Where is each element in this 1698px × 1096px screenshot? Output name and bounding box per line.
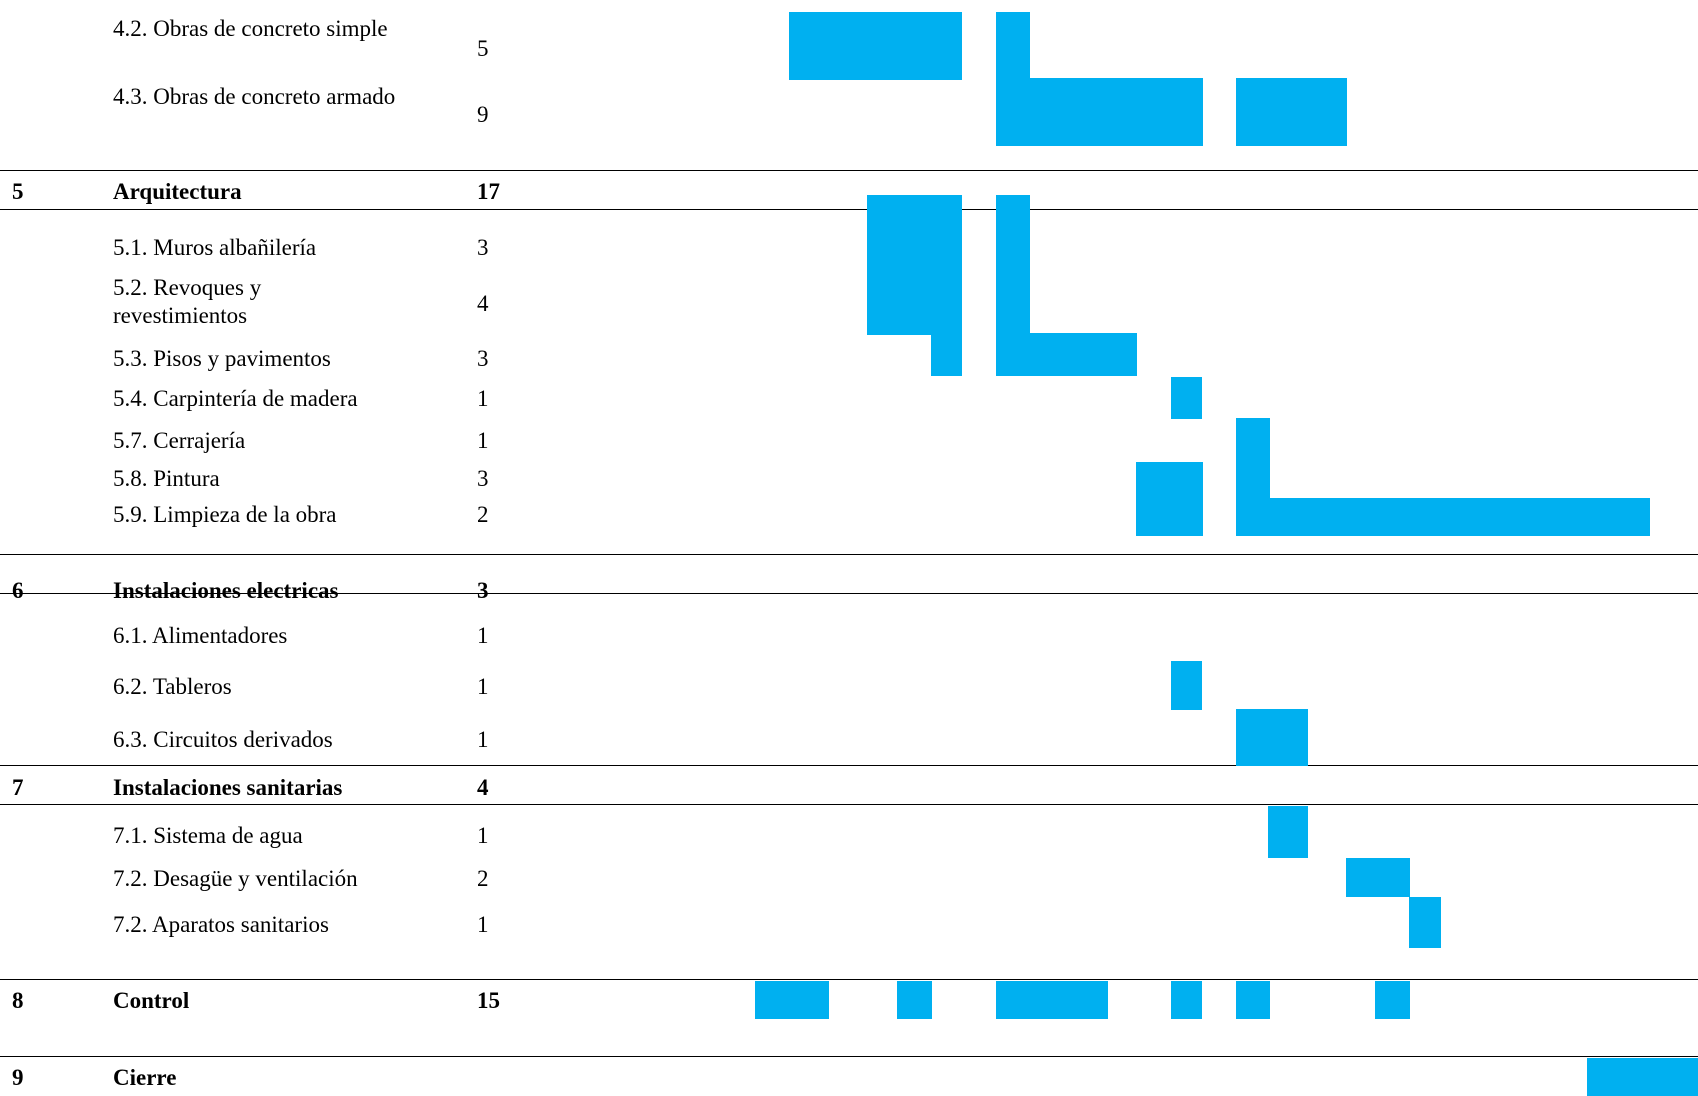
task-name: 4.2. Obras de concreto simple [113, 16, 388, 41]
task-name: 5.3. Pisos y pavimentos [113, 346, 331, 371]
rule-group-5-bottom [0, 209, 1698, 210]
group-number: 8 [12, 988, 24, 1013]
task-duration: 1 [477, 386, 489, 411]
task-duration: 5 [477, 36, 489, 61]
group-number: 5 [12, 179, 24, 204]
group-name: Instalaciones electricas [113, 578, 339, 603]
task-duration: 1 [477, 674, 489, 699]
rule-group-7-bottom [0, 804, 1698, 805]
task-name: 6.1. Alimentadores [113, 623, 288, 648]
gantt-bar-5-3 [996, 333, 1137, 376]
group-number: 7 [12, 775, 24, 800]
group-duration: 3 [477, 578, 489, 603]
task-name: 6.3. Circuitos derivados [113, 727, 333, 752]
gantt-bar-control [755, 981, 829, 1019]
task-duration: 1 [477, 823, 489, 848]
rule-group-6-bottom [0, 593, 1698, 594]
rule-group-5-top [0, 170, 1698, 171]
task-name: 7.2. Aparatos sanitarios [113, 912, 329, 937]
gantt-bar-4-3 [1236, 78, 1347, 146]
gantt-bar-4-2 [789, 12, 962, 80]
gantt-bar-6-3 [1236, 709, 1308, 766]
task-duration: 1 [477, 912, 489, 937]
task-name: 5.1. Muros albañilería [113, 235, 317, 260]
group-duration: 17 [477, 179, 500, 204]
task-name: 5.8. Pintura [113, 466, 220, 491]
gantt-bar-control [897, 981, 932, 1019]
gantt-bar-7-1 [1268, 806, 1308, 858]
task-duration: 4 [477, 291, 489, 316]
task-duration: 3 [477, 235, 489, 260]
gantt-bar-6-2 [1171, 661, 1202, 710]
gantt-bar-7-2 [1346, 858, 1410, 897]
gantt-bar-cierre [1587, 1058, 1698, 1096]
group-duration: 15 [477, 988, 500, 1013]
task-name: 4.3. Obras de concreto armado [113, 84, 396, 109]
task-duration: 2 [477, 866, 489, 891]
task-duration: 3 [477, 466, 489, 491]
gantt-bar-control [1375, 981, 1410, 1019]
task-name: 5.7. Cerrajería [113, 428, 246, 453]
group-name: Cierre [113, 1065, 177, 1090]
task-duration: 9 [477, 102, 489, 127]
gantt-bar-4-2 [996, 12, 1030, 80]
rule-group-8-top [0, 979, 1698, 980]
gantt-bar-7-2-aparatos [1409, 897, 1441, 948]
gantt-bar-5-4 [1171, 377, 1202, 419]
task-name: 5.9. Limpieza de la obra [113, 502, 337, 527]
group-number: 9 [12, 1065, 24, 1090]
task-duration: 3 [477, 346, 489, 371]
gantt-bar-4-3 [996, 78, 1203, 146]
task-duration: 1 [477, 623, 489, 648]
task-name: 7.1. Sistema de agua [113, 823, 303, 848]
task-duration: 1 [477, 428, 489, 453]
gantt-bar-control [1236, 981, 1270, 1019]
rule-group-7-top [0, 765, 1698, 766]
group-name: Arquitectura [113, 179, 242, 204]
rule-group-6-top [0, 554, 1698, 555]
gantt-bar-5-1 [867, 195, 962, 335]
group-name: Instalaciones sanitarias [113, 775, 343, 800]
task-name: 7.2. Desagüe y ventilación [113, 866, 358, 891]
gantt-bar-5-3 [931, 333, 962, 376]
rule-group-9-top [0, 1056, 1698, 1057]
task-name: 5.2. Revoques y revestimientos [113, 275, 262, 328]
gantt-bar-control [1171, 981, 1202, 1019]
gantt-bar-5-9 [1236, 498, 1650, 536]
group-name: Control [113, 988, 190, 1013]
group-duration: 4 [477, 775, 489, 800]
task-name: 6.2. Tableros [113, 674, 232, 699]
task-duration: 1 [477, 727, 489, 752]
task-name: 5.4. Carpintería de madera [113, 386, 358, 411]
gantt-bar-control [996, 981, 1108, 1019]
group-number: 6 [12, 578, 24, 603]
gantt-bar-5-1 [996, 195, 1030, 335]
gantt-bar-5-8 [1136, 462, 1203, 536]
task-duration: 2 [477, 502, 489, 527]
